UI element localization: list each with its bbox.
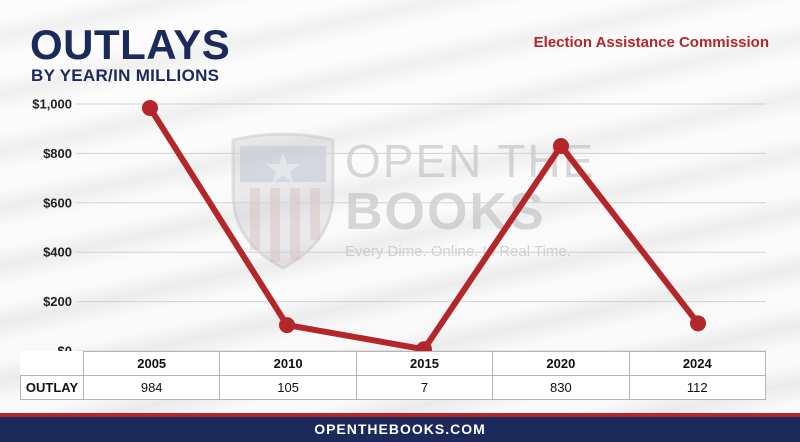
- data-table: 2005 2010 2015 2020 2024 OUTLAY 984 105 …: [20, 351, 767, 400]
- table-cell: 7: [355, 375, 494, 400]
- footer-accent-bar: [0, 413, 800, 417]
- agency-label: Election Assistance Commission: [533, 34, 769, 51]
- data-point: [690, 315, 706, 332]
- table-cell: 984: [82, 375, 221, 400]
- shield-logo-icon: [231, 132, 335, 270]
- table-header-cell: 2024: [628, 351, 767, 376]
- y-tick-label: $600: [43, 195, 72, 210]
- series-line-group: [147, 104, 701, 353]
- gridlines: [76, 103, 766, 352]
- table-header-cell: 2020: [492, 351, 630, 376]
- table-corner: [21, 352, 84, 376]
- table-cell: 105: [219, 375, 357, 400]
- series-line: [147, 104, 701, 353]
- footer-url: OPENTHEBOOKS.COM: [314, 421, 486, 437]
- chart-title: OUTLAYS: [30, 21, 231, 68]
- data-point: [279, 317, 295, 334]
- y-axis-ticks: $1,000$800$600$400$200$0: [32, 97, 72, 359]
- footer-bar: OPENTHEBOOKS.COM: [0, 417, 800, 442]
- y-tick-label: $400: [43, 245, 72, 260]
- table-header-cell: 2015: [355, 351, 494, 376]
- y-tick-label: $800: [43, 146, 72, 161]
- data-point: [142, 99, 158, 116]
- y-tick-label: $200: [43, 294, 72, 309]
- table-header-cell: 2005: [82, 351, 221, 376]
- data-point: [553, 137, 569, 154]
- table-row: OUTLAY 984 105 7 830 112: [20, 375, 767, 400]
- table-cell: 112: [628, 375, 767, 400]
- y-tick-label: $1,000: [32, 97, 72, 112]
- table-row-label: OUTLAY: [20, 375, 84, 400]
- table-header-cell: 2010: [219, 351, 357, 376]
- chart-subtitle: BY YEAR/IN MILLIONS: [31, 66, 220, 85]
- table-header-row: 2005 2010 2015 2020 2024: [21, 351, 767, 376]
- table-cell: 830: [492, 375, 630, 400]
